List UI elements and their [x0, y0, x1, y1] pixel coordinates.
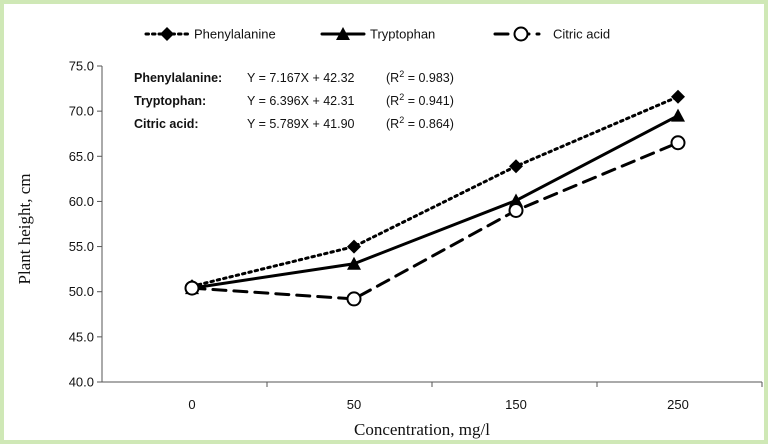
x-axis-title: Concentration, mg/l	[354, 420, 490, 439]
legend-item-tryptophan: Tryptophan	[320, 27, 435, 42]
phenylalanine-point	[509, 159, 523, 174]
citric-acid-point	[513, 26, 529, 42]
tryptophan-point	[671, 108, 685, 122]
y-tick-label: 70.0	[69, 104, 94, 119]
citric-acid-point	[184, 280, 200, 296]
equation-label: Tryptophan:	[134, 94, 206, 108]
equation-r-squared: (R2 = 0.864)	[386, 115, 454, 131]
phenylalanine-point	[347, 239, 361, 254]
phenylalanine-line	[190, 95, 680, 288]
legend-label: Phenylalanine	[194, 27, 276, 42]
equation-formula: Y = 6.396X + 42.31	[247, 94, 355, 108]
citric-acid-line	[190, 141, 680, 301]
y-axis-ticks: 40.0 45.0 50.0 55.0 60.0 65.0 70.0 75.0	[69, 59, 102, 390]
citric-acid-series	[184, 135, 686, 307]
y-tick-label: 55.0	[69, 239, 94, 254]
x-tick-label: 250	[667, 397, 689, 412]
phenylalanine-point	[671, 89, 685, 104]
tryptophan-point	[509, 193, 523, 207]
equation-formula: Y = 5.789X + 41.90	[247, 117, 355, 131]
line-chart: 40.0 45.0 50.0 55.0 60.0 65.0 70.0 75.0 0 50 150 2…	[15, 26, 763, 439]
tryptophan-point	[336, 27, 350, 40]
y-tick-label: 50.0	[69, 284, 94, 299]
legend-label: Citric acid	[553, 27, 610, 42]
series-layer	[184, 89, 686, 307]
y-tick-label: 40.0	[69, 375, 94, 390]
equation-formula: Y = 7.167X + 42.32	[247, 71, 355, 85]
x-tick-label: 50	[347, 397, 361, 412]
equation-tryptophan: Tryptophan: Y = 6.396X + 42.31 (R2 = 0.941…	[134, 92, 454, 108]
citric-acid-point	[508, 202, 524, 218]
tryptophan-point	[347, 256, 361, 270]
chart-legend: Phenylalanine Tryptophan Citric acid	[144, 26, 610, 42]
x-tick-label: 0	[188, 397, 195, 412]
citric-acid-point	[346, 291, 362, 307]
legend-item-phenylalanine: Phenylalanine	[144, 27, 276, 42]
chart-axes	[101, 66, 762, 383]
citric-acid-point	[670, 135, 686, 151]
equation-citric-acid: Citric acid: Y = 5.789X + 41.90 (R2 = 0.86…	[134, 115, 454, 131]
x-axis-ticks: 0 50 150 250	[188, 382, 763, 412]
equation-label: Citric acid:	[134, 117, 199, 131]
equation-r-squared: (R2 = 0.983)	[386, 69, 454, 85]
equation-label: Phenylalanine:	[134, 71, 222, 85]
phenylalanine-point	[160, 27, 174, 41]
y-tick-label: 45.0	[69, 329, 94, 344]
tryptophan-line	[190, 114, 680, 290]
legend-label: Tryptophan	[370, 27, 435, 42]
legend-item-citric-acid: Citric acid	[493, 26, 610, 42]
equation-r-squared: (R2 = 0.941)	[386, 92, 454, 108]
regression-equations: Phenylalanine: Y = 7.167X + 42.32 (R2 = 0.…	[134, 69, 454, 131]
x-tick-label: 150	[505, 397, 527, 412]
y-axis-title: Plant height, cm	[15, 174, 34, 285]
y-tick-label: 60.0	[69, 194, 94, 209]
equation-phenylalanine: Phenylalanine: Y = 7.167X + 42.32 (R2 = 0.…	[134, 69, 454, 85]
y-tick-label: 75.0	[69, 59, 94, 74]
tryptophan-series	[185, 108, 685, 295]
y-tick-label: 65.0	[69, 149, 94, 164]
